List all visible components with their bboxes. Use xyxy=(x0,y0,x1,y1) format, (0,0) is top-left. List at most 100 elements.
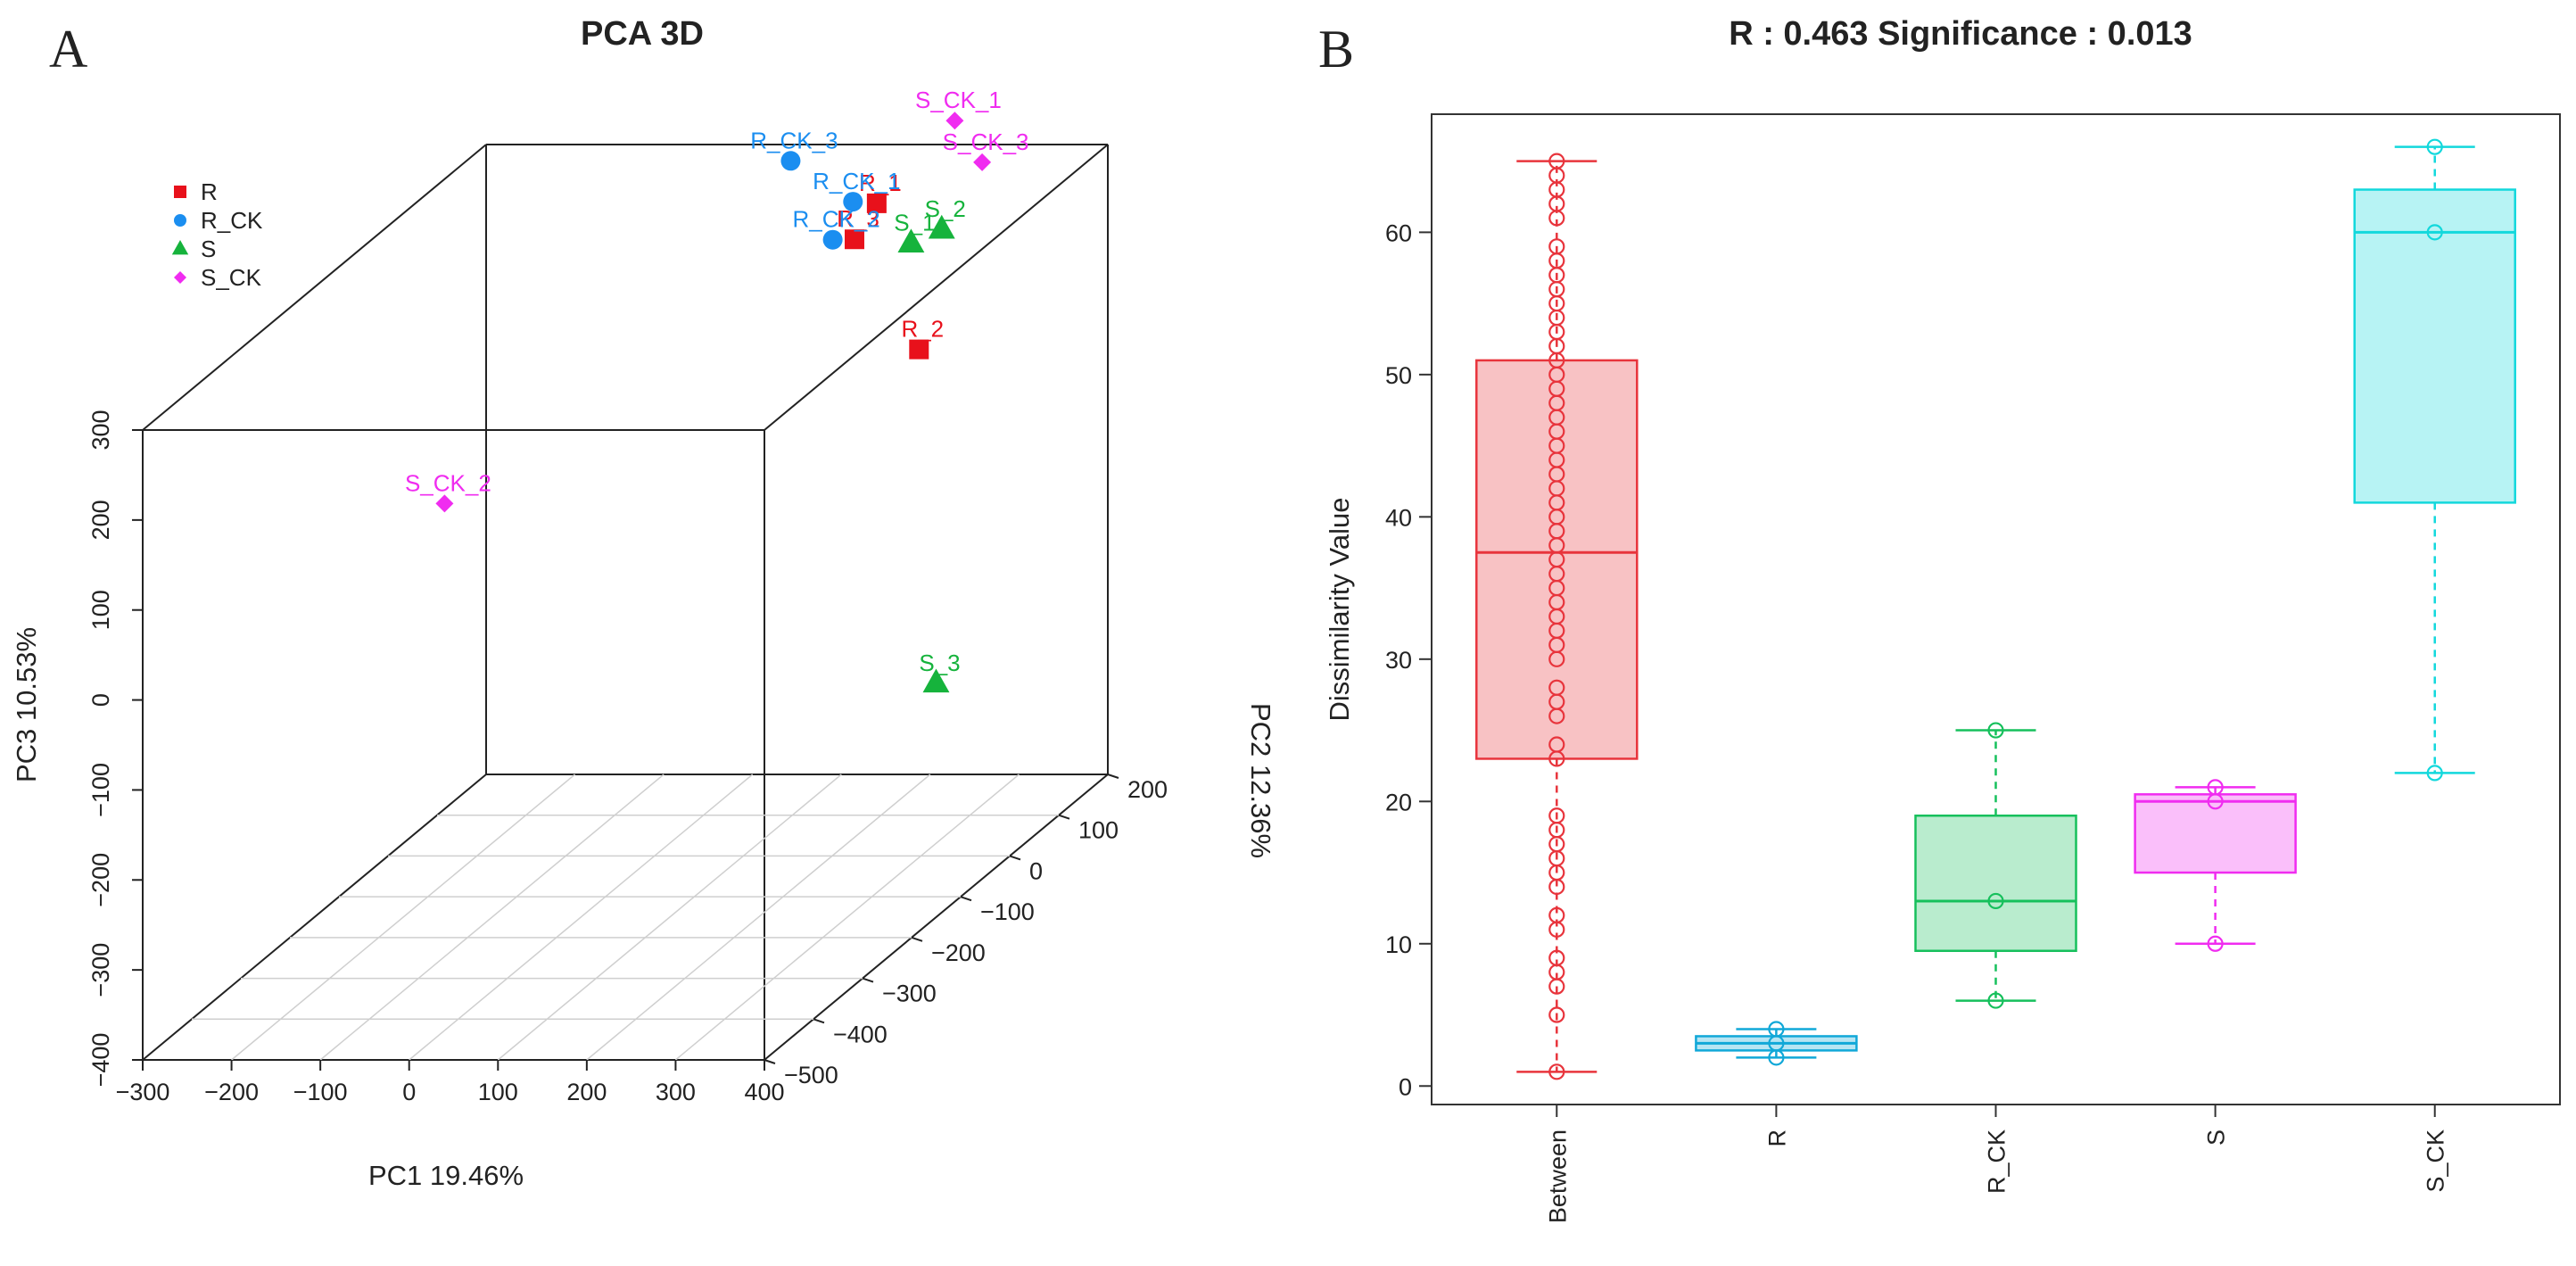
panel-b-boxplot: B R : 0.463 Significance : 0.013 Dissimi… xyxy=(1318,15,2561,1223)
pca-point-label: R_2 xyxy=(901,316,944,343)
panel-b-title: R : 0.463 Significance : 0.013 xyxy=(1729,15,2192,53)
pc1-tick-label: 0 xyxy=(402,1079,416,1105)
pc3-tick-label: 100 xyxy=(87,590,114,630)
box-iqr-rect xyxy=(2353,188,2516,504)
box-s_ck xyxy=(2353,138,2516,782)
pca-floor-grid xyxy=(192,774,1059,1061)
pc3-tick-label: −100 xyxy=(87,763,114,817)
pc3-tick-label: 0 xyxy=(87,693,114,707)
pca-point-label: R_CK_2 xyxy=(792,206,879,233)
pca-point-r_3 xyxy=(844,229,864,250)
pc1-tick-label: 400 xyxy=(744,1079,784,1105)
pca-point-s_1 xyxy=(897,228,925,253)
pc1-tick-label: 300 xyxy=(656,1079,696,1105)
pca-point-label: R_1 xyxy=(859,170,902,196)
boxplot-y-ticks: 0 10 20 30 40 50 60 xyxy=(1385,219,1432,1100)
floor-grid-line xyxy=(497,774,842,1061)
pc3-axis-label: PC3 10.53% xyxy=(11,627,42,782)
legend-label-s_ck: S_CK xyxy=(201,264,262,291)
pc1-ticks: −300 −200 −100 0 100 200 300 400 xyxy=(116,1060,785,1105)
pca-point-r_ck_2 xyxy=(822,229,843,250)
box-iqr-rect xyxy=(1914,815,2077,953)
floor-grid-line xyxy=(231,774,576,1061)
panel-a-letter: A xyxy=(49,20,87,79)
pc3-ticks: 300 200 100 0 −100 −200 −300 −400 xyxy=(87,410,143,1087)
pca-cube-frame xyxy=(142,144,1109,1061)
box-data-point xyxy=(2426,224,2443,241)
box-data-point xyxy=(2207,935,2224,952)
box-r xyxy=(1695,1021,1858,1066)
pc2-ticks: 200 100 0 −100 −200 −300 −400 −500 xyxy=(764,774,1168,1088)
pc2-tick-mark xyxy=(1009,855,1021,861)
box-data-point xyxy=(1548,949,1565,966)
panel-a-pca-3d: A PCA 3D −300 −200 −100 0 100 200 300 400 300 20… xyxy=(11,15,1276,1191)
box-data-point xyxy=(1548,238,1565,255)
pca-point-label: S_CK_3 xyxy=(943,128,1029,155)
box-data-point xyxy=(1548,153,1565,170)
boxplot-y-tick-label: 40 xyxy=(1385,504,1412,531)
box-data-point xyxy=(2426,765,2443,782)
box-data-point xyxy=(1987,992,2004,1009)
box-data-point xyxy=(1548,1063,1565,1080)
box-data-point xyxy=(1548,1006,1565,1023)
legend-marker-r xyxy=(174,186,186,198)
pc2-tick-mark xyxy=(911,936,923,942)
pc3-tick-label: −300 xyxy=(87,943,114,997)
box-r_ck xyxy=(1914,722,2077,1009)
pc2-tick-label: 200 xyxy=(1127,776,1168,803)
pca-point-label: S_CK_1 xyxy=(915,87,1002,113)
pca-point-s_ck_1 xyxy=(945,112,964,130)
pc2-tick-label: 0 xyxy=(1029,857,1043,884)
floor-grid-line xyxy=(409,774,754,1061)
pc2-tick-label: −200 xyxy=(931,939,986,966)
pca-point-label: R_CK_1 xyxy=(813,168,900,194)
pc3-tick-label: 300 xyxy=(87,410,114,450)
box-data-point xyxy=(1768,1021,1785,1038)
pca-points: R_1R_2R_3R_CK_1R_CK_2R_CK_3S_1S_2S_3S_CK… xyxy=(405,87,1029,693)
pca-point-r_2 xyxy=(909,339,929,360)
pc3-tick-label: 200 xyxy=(87,500,114,540)
legend-marker-s xyxy=(171,240,189,255)
pc2-tick-label: −500 xyxy=(784,1062,838,1088)
cube-edge xyxy=(142,144,487,431)
box-iqr-rect xyxy=(1475,359,1639,760)
pca-point-r_ck_1 xyxy=(843,192,863,212)
legend-label-r_ck: R_CK xyxy=(201,207,263,234)
legend-label-s: S xyxy=(201,236,216,262)
panel-b-letter: B xyxy=(1318,20,1354,79)
pc1-tick-label: −200 xyxy=(204,1079,259,1105)
pca-point-label: S_CK_2 xyxy=(405,469,491,496)
pca-point-r_1 xyxy=(866,193,887,213)
pc3-tick-label: −400 xyxy=(87,1033,114,1088)
floor-grid-line xyxy=(319,774,665,1061)
pc2-tick-label: −300 xyxy=(882,981,937,1007)
legend-label-r: R xyxy=(201,178,218,205)
pc2-tick-mark xyxy=(960,896,972,902)
boxplot-y-tick-label: 50 xyxy=(1385,362,1412,389)
boxplot-y-axis-label: Dissimilarity Value xyxy=(1324,498,1355,722)
boxplot-y-tick-label: 20 xyxy=(1385,789,1412,815)
pc1-tick-label: 100 xyxy=(478,1079,518,1105)
pca-point-s_2 xyxy=(928,214,955,239)
box-data-point xyxy=(1987,722,2004,739)
panel-a-title: PCA 3D xyxy=(581,15,704,53)
pc2-tick-mark xyxy=(813,1018,825,1024)
floor-grid-line xyxy=(586,774,931,1061)
pca-point-s_ck_3 xyxy=(973,153,992,171)
cube-edge xyxy=(764,774,1109,1061)
box-s xyxy=(2134,779,2297,952)
pca-point-label: S_2 xyxy=(925,195,966,222)
pc1-tick-label: −300 xyxy=(116,1079,170,1105)
boxplot-y-tick-label: 30 xyxy=(1385,647,1412,674)
pc2-tick-label: −400 xyxy=(833,1021,888,1047)
boxplot-y-tick-label: 60 xyxy=(1385,219,1412,246)
boxplot-x-tick-label: R_CK xyxy=(1984,1129,2010,1194)
box-data-point xyxy=(2207,779,2224,796)
pc1-tick-label: 200 xyxy=(566,1079,607,1105)
pc2-tick-label: −100 xyxy=(980,898,1035,925)
pc2-axis-label: PC2 12.36% xyxy=(1245,703,1276,858)
pca-point-label: S_1 xyxy=(894,210,935,236)
pca-point-label: R_CK_3 xyxy=(750,127,838,153)
